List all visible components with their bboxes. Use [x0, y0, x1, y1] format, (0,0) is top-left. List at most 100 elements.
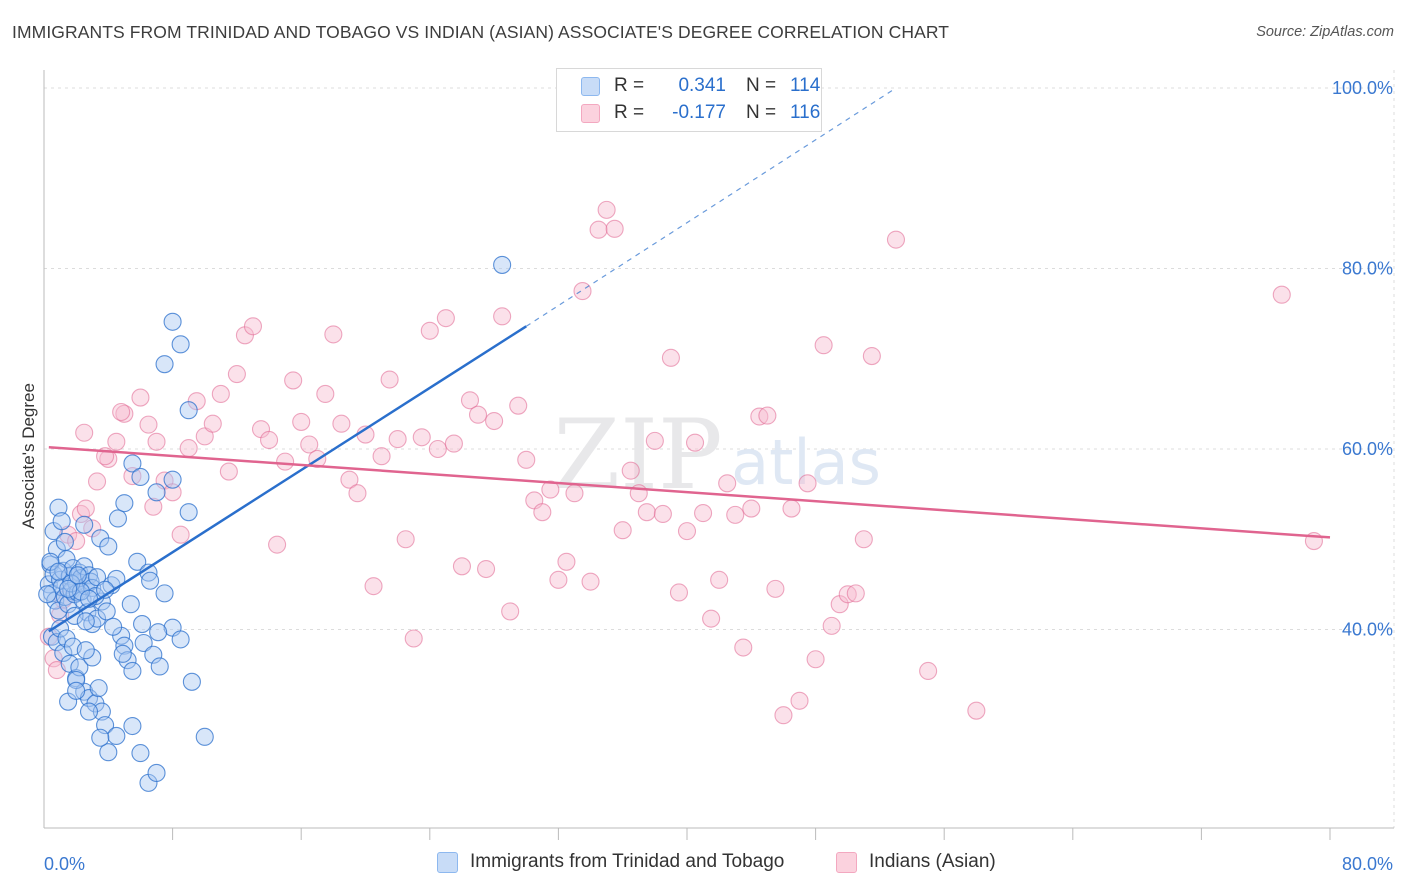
legend-r-label: R = — [614, 102, 645, 123]
data-point-trinidad — [171, 630, 190, 649]
data-point-trinidad — [163, 312, 182, 331]
data-point-trinidad — [144, 645, 163, 664]
data-point-trinidad — [97, 602, 116, 621]
data-point-trinidad — [182, 672, 201, 691]
data-point-indians — [846, 584, 865, 603]
data-point-indians — [694, 504, 713, 523]
data-point-trinidad — [76, 612, 95, 631]
data-point-trinidad — [108, 509, 127, 528]
data-point-trinidad — [150, 657, 169, 676]
data-point-indians — [581, 572, 600, 591]
data-point-trinidad — [59, 579, 78, 598]
data-point-trinidad — [49, 562, 68, 581]
data-point-indians — [597, 200, 616, 219]
data-point-indians — [677, 522, 697, 541]
data-point-trinidad — [147, 483, 166, 502]
data-point-indians — [227, 365, 246, 384]
series-trinidad-tobago — [38, 255, 512, 792]
legend-row-pink: R = -0.177 N = 116 — [581, 100, 820, 126]
data-point-trinidad — [115, 494, 134, 513]
data-point-trinidad — [171, 335, 190, 354]
data-point-indians — [147, 432, 166, 451]
data-point-trinidad — [54, 643, 73, 662]
data-point-indians — [685, 433, 705, 452]
trend-line-trinidad-extension — [525, 87, 897, 327]
data-point-indians — [822, 616, 841, 635]
data-point-indians — [420, 321, 439, 340]
data-point-indians — [404, 629, 423, 648]
data-point-indians — [75, 423, 94, 442]
legend-swatch-blue — [437, 851, 458, 873]
data-point-indians — [967, 701, 986, 720]
axes — [43, 70, 1394, 840]
data-point-trinidad — [149, 623, 168, 642]
watermark-atlas: atlas — [731, 426, 881, 499]
data-point-indians — [131, 388, 150, 407]
data-point-indians — [726, 505, 745, 524]
data-point-trinidad — [118, 651, 137, 670]
data-point-trinidad — [55, 532, 74, 551]
data-point-trinidad — [75, 515, 94, 534]
trend-line-indians — [48, 445, 1331, 539]
data-point-indians — [300, 435, 319, 454]
data-point-indians — [653, 504, 672, 524]
data-point-indians — [71, 504, 91, 524]
data-point-indians — [396, 530, 415, 549]
legend-swatch-blue — [581, 76, 600, 96]
data-point-indians — [637, 503, 656, 522]
legend-swatch-pink — [836, 851, 857, 873]
data-point-indians — [557, 552, 576, 571]
chart-source: Source: ZipAtlas.com — [1256, 24, 1394, 40]
data-point-trinidad — [147, 763, 166, 783]
data-point-trinidad — [155, 584, 174, 603]
data-point-trinidad — [133, 615, 152, 634]
data-point-indians — [541, 480, 560, 499]
chart-title: IMMIGRANTS FROM TRINIDAD AND TOBAGO VS I… — [12, 22, 950, 42]
data-point-indians — [485, 411, 504, 431]
data-point-trinidad — [67, 681, 86, 700]
data-point-indians — [372, 447, 391, 466]
series-indians-asian — [39, 200, 1323, 725]
data-point-indians — [862, 347, 881, 366]
data-point-trinidad — [179, 503, 198, 522]
data-point-indians — [742, 499, 761, 518]
legend-n-value: 116 — [790, 102, 821, 123]
data-point-indians — [886, 230, 906, 249]
data-point-trinidad — [68, 566, 87, 585]
data-point-indians — [790, 691, 809, 710]
data-point-indians — [259, 430, 279, 450]
data-point-indians — [139, 415, 158, 434]
data-point-trinidad — [163, 470, 182, 489]
data-point-indians — [211, 384, 230, 404]
data-point-indians — [782, 499, 801, 518]
data-point-indians — [1272, 285, 1291, 304]
legend-n-label: N = — [746, 75, 777, 96]
data-point-indians — [702, 609, 721, 628]
data-point-trinidad — [104, 617, 123, 636]
data-point-indians — [203, 414, 222, 433]
data-point-indians — [87, 472, 107, 491]
data-point-indians — [621, 461, 640, 480]
data-point-trinidad — [141, 571, 160, 590]
data-point-indians — [919, 661, 938, 681]
data-point-indians — [565, 484, 584, 503]
x-tick-labels: 0.0% 80.0% — [44, 854, 1393, 874]
data-point-indians — [501, 602, 520, 621]
data-point-indians — [452, 557, 472, 576]
data-point-trinidad — [49, 498, 68, 517]
x-tick-label-max: 80.0% — [1342, 854, 1393, 874]
data-point-trinidad — [134, 633, 153, 653]
data-point-indians — [171, 525, 190, 544]
data-point-indians — [669, 583, 689, 602]
data-point-indians — [774, 706, 793, 725]
data-point-trinidad — [38, 585, 57, 604]
legend-n-label: N = — [746, 102, 777, 123]
data-point-trinidad — [113, 644, 132, 663]
data-point-indians — [814, 336, 833, 355]
data-point-indians — [163, 483, 182, 502]
data-point-indians — [340, 470, 359, 489]
data-point-indians — [605, 219, 624, 238]
data-point-indians — [436, 309, 455, 328]
data-point-indians — [517, 450, 536, 469]
